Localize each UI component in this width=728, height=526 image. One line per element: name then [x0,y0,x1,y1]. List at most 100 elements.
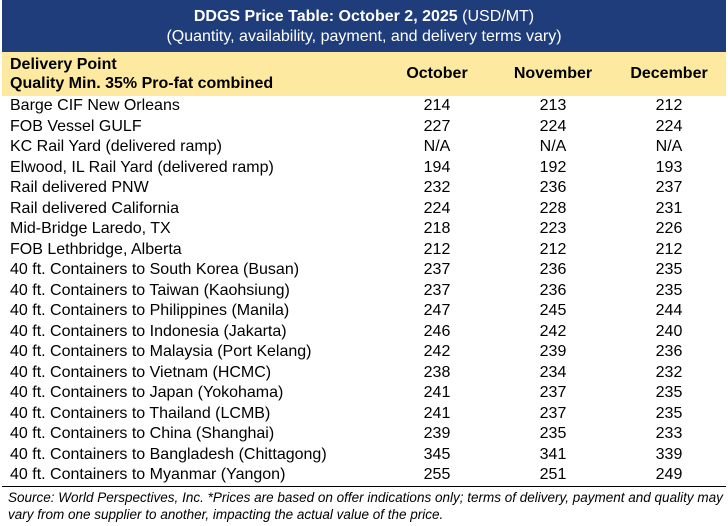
november-price-cell: 228 [539,199,567,217]
november-price-cell: 237 [539,404,567,422]
table-subtitle: (Quantity, availability, payment, and de… [166,28,562,45]
delivery-point-cell: 40 ft. Containers to Indonesia (Jakarta) [10,322,287,340]
december-price-cell: 231 [655,199,683,217]
november-price-cell: 223 [539,220,567,238]
october-price-cell: N/A [423,138,451,156]
october-price-cell: 227 [423,117,451,135]
header-month-december: December [630,65,708,82]
october-price-cell: 232 [423,179,451,197]
december-price-cell: N/A [655,138,683,156]
delivery-point-cell: 40 ft. Containers to Thailand (LCMB) [10,404,271,422]
december-price-cell: 236 [655,343,683,361]
november-price-cell: 234 [539,363,567,381]
december-price-cell: 224 [655,117,683,135]
december-price-cell: 193 [655,158,683,176]
table-row: Elwood, IL Rail Yard (delivered ramp) 194… [2,158,726,179]
table-title-main: DDGS Price Table: October 2, 2025 [193,8,458,25]
december-price-cell: 235 [655,404,683,422]
delivery-point-cell: 40 ft. Containers to Bangladesh (Chittag… [10,445,327,463]
november-price-cell: 245 [539,302,567,320]
october-price-cell: 224 [423,199,451,217]
november-price-cell: 235 [539,425,567,443]
december-price-cell: 237 [655,179,683,197]
november-price-cell: 236 [539,261,567,279]
october-price-cell: 238 [423,363,451,381]
delivery-point-cell: 40 ft. Containers to Japan (Yokohama) [10,384,284,402]
delivery-point-cell: 40 ft. Containers to China (Shanghai) [10,425,275,443]
table-title-unit: (USD/MT) [457,8,535,25]
december-price-cell: 212 [655,97,683,115]
december-price-cell: 240 [655,322,683,340]
october-price-cell: 241 [423,384,451,402]
table-row: 40 ft. Containers to Philippines (Manila… [2,301,726,322]
october-price-cell: 247 [423,302,451,320]
delivery-point-cell: Elwood, IL Rail Yard (delivered ramp) [10,158,274,176]
november-price-cell: 237 [539,384,567,402]
table-row: 40 ft. Containers to Myanmar (Yangon) 255… [2,465,726,487]
table-row: 40 ft. Containers to South Korea (Busan)… [2,260,726,281]
table-header-row: Delivery Point Quality Min. 35% Pro-fat … [2,52,726,96]
october-price-cell: 237 [423,281,451,299]
delivery-point-cell: Mid-Bridge Laredo, TX [10,220,171,238]
october-price-cell: 241 [423,404,451,422]
header-delivery-point: Delivery Point Quality Min. 35% Pro-fat … [2,52,380,96]
october-price-cell: 255 [380,465,494,487]
table-row: Rail delivered California 224 228 231 [2,199,726,220]
delivery-point-cell: FOB Lethbridge, Alberta [10,240,182,258]
header-point-line1: Delivery Point [10,56,117,73]
november-price-cell: 239 [539,343,567,361]
october-price-cell: 345 [423,445,451,463]
table-row: 40 ft. Containers to Vietnam (HCMC) 238 23… [2,363,726,384]
delivery-point-cell: FOB Vessel GULF [10,117,142,135]
november-price-cell: 242 [539,322,567,340]
december-price-cell: 235 [655,384,683,402]
delivery-point-cell: Barge CIF New Orleans [10,97,180,115]
delivery-point-cell: Rail delivered PNW [10,179,149,197]
october-price-cell: 194 [423,158,451,176]
october-price-cell: 242 [423,343,451,361]
october-price-cell: 237 [423,261,451,279]
table-header: Delivery Point Quality Min. 35% Pro-fat … [2,52,726,96]
october-price-cell: 239 [423,425,451,443]
delivery-point-cell: Rail delivered California [10,199,179,217]
table-title: DDGS Price Table: October 2, 2025 (USD/M… [3,7,725,27]
november-price-cell: 224 [539,117,567,135]
december-price-cell: 233 [655,425,683,443]
delivery-point-cell: 40 ft. Containers to Vietnam (HCMC) [10,363,272,381]
november-price-cell: 236 [539,179,567,197]
delivery-point-cell: 40 ft. Containers to Myanmar (Yangon) [2,465,380,487]
delivery-point-cell: KC Rail Yard (delivered ramp) [10,138,222,156]
november-price-cell: 212 [539,240,567,258]
october-price-cell: 214 [423,97,451,115]
october-price-cell: 212 [423,240,451,258]
source-footnote: Source: World Perspectives, Inc. *Prices… [8,489,723,522]
header-month-october: October [406,65,468,82]
delivery-point-cell: 40 ft. Containers to Philippines (Manila… [10,302,290,320]
november-price-cell: 192 [539,158,567,176]
table-row: 40 ft. Containers to Bangladesh (Chittag… [2,445,726,466]
table-row: FOB Lethbridge, Alberta 212 212 212 [2,240,726,261]
november-price-cell: N/A [539,138,567,156]
header-month-november: November [513,65,593,82]
december-price-cell: 226 [655,220,683,238]
delivery-point-cell: 40 ft. Containers to Taiwan (Kaohsiung) [10,281,290,299]
delivery-point-cell: 40 ft. Containers to South Korea (Busan) [10,261,300,279]
december-price-cell: 244 [655,302,683,320]
december-price-cell: 235 [655,261,683,279]
november-price-cell: 236 [539,281,567,299]
december-price-cell: 232 [655,363,683,381]
november-price-cell: 213 [539,97,567,115]
table-row: FOB Vessel GULF 227 224 224 [2,117,726,138]
table-row: 40 ft. Containers to Indonesia (Jakarta)… [2,322,726,343]
table-row: 40 ft. Containers to Thailand (LCMB) 241 2… [2,404,726,425]
december-price-cell: 235 [655,281,683,299]
november-price-cell: 251 [494,465,612,487]
table-row: 40 ft. Containers to China (Shanghai) 239… [2,424,726,445]
ddgs-price-table: Delivery Point Quality Min. 35% Pro-fat … [2,52,726,487]
table-row: Barge CIF New Orleans 214 213 212 [2,96,726,117]
october-price-cell: 246 [423,322,451,340]
october-price-cell: 218 [423,220,451,238]
december-price-cell: 249 [612,465,726,487]
header-point-line2: Quality Min. 35% Pro-fat combined [10,75,274,92]
table-row: 40 ft. Containers to Taiwan (Kaohsiung) 2… [2,281,726,302]
